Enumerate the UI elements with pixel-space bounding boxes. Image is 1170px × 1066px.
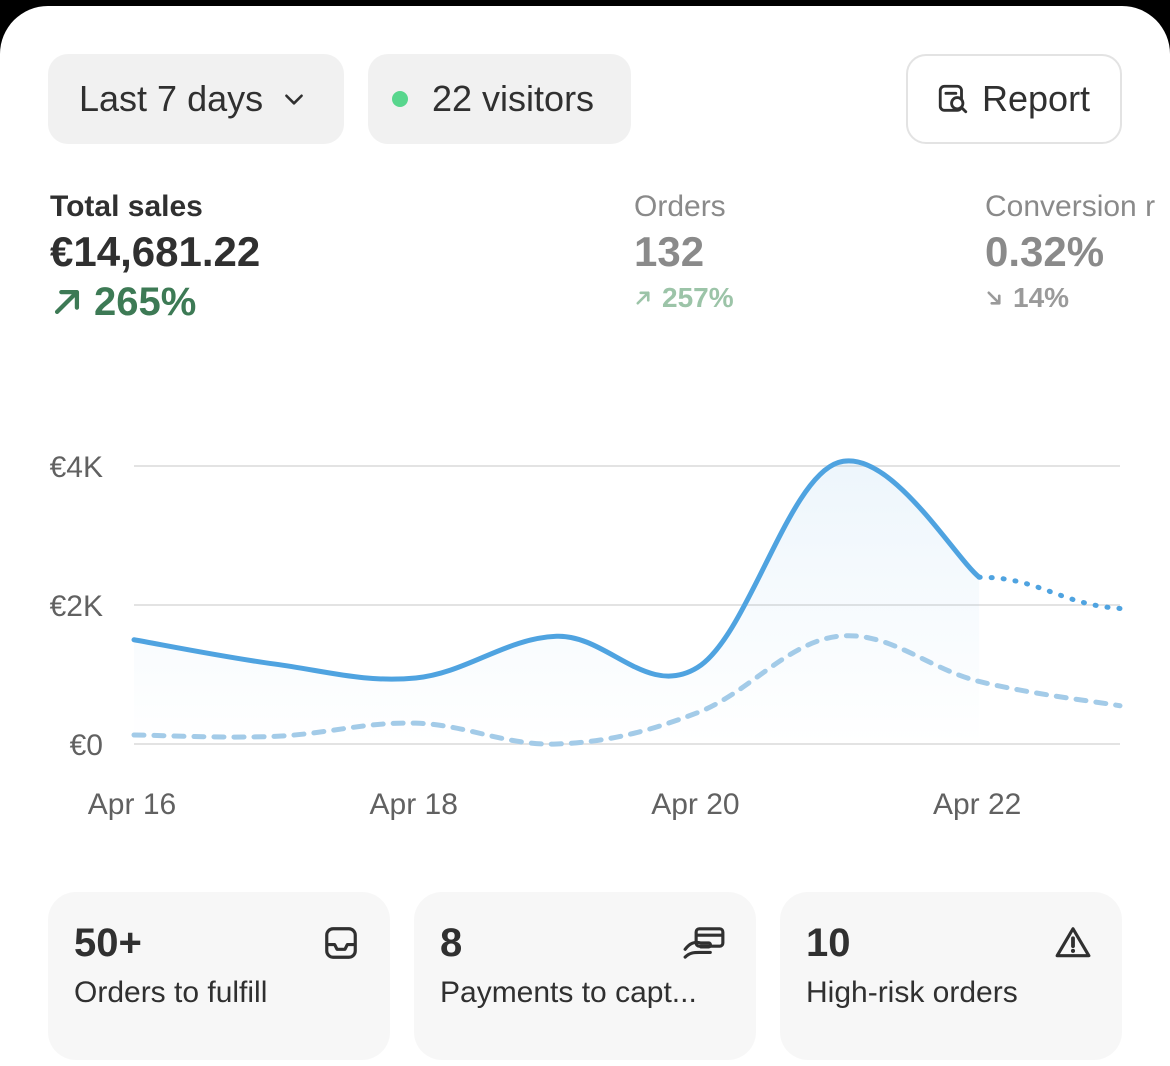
x-tick-label: Apr 16 <box>88 788 176 821</box>
tile-count: 8 <box>440 921 463 965</box>
date-range-selector[interactable]: Last 7 days <box>48 54 344 144</box>
metric-value: 0.32% <box>985 228 1105 275</box>
y-tick-label: €0 <box>70 729 103 762</box>
orders-to-fulfill-tile[interactable]: 50+ Orders to fulfill <box>48 892 390 1060</box>
live-visitors-button[interactable]: 22 visitors <box>368 54 631 144</box>
metric-value: 132 <box>634 228 705 275</box>
report-search-icon <box>938 84 968 114</box>
metric-change: 265% <box>50 278 260 326</box>
metric-orders[interactable]: Orders 132 257% <box>634 188 734 318</box>
arrow-down-right-icon <box>987 291 1001 305</box>
tile-label: Orders to fulfill <box>74 976 268 1009</box>
primary-series-line <box>131 458 982 682</box>
inbox-icon <box>325 927 357 959</box>
y-tick-label: €2K <box>50 590 103 623</box>
x-tick-label: Apr 20 <box>651 788 739 821</box>
tile-count: 50+ <box>74 921 142 965</box>
comparison-series-line <box>131 633 1123 747</box>
metric-change-value: 265% <box>94 279 197 324</box>
payments-to-capture-tile[interactable]: 8 Payments to capt... <box>414 892 756 1060</box>
metric-label: Orders <box>634 190 726 223</box>
alert-triangle-icon <box>1055 927 1091 958</box>
metric-conversion-rate[interactable]: Conversion r 0.32% 14% <box>985 188 1155 318</box>
y-tick-label: €4K <box>50 451 103 484</box>
high-risk-orders-tile[interactable]: 10 High-risk orders <box>780 892 1122 1060</box>
primary-series-area <box>134 460 980 744</box>
metric-label: Conversion r <box>985 190 1156 223</box>
metric-change: 257% <box>634 278 734 318</box>
report-label: Report <box>982 78 1091 119</box>
arrow-up-right-icon <box>54 289 80 315</box>
report-button[interactable]: Report <box>906 54 1122 144</box>
metric-change-value: 257% <box>662 282 734 313</box>
sales-line-chart[interactable]: €0 €2K €4K Apr 16 Apr 18 Apr 20 Apr 22 <box>0 436 1170 836</box>
metric-change-value: 14% <box>1013 282 1070 313</box>
x-tick-label: Apr 18 <box>370 788 458 821</box>
date-range-label: Last 7 days <box>79 78 264 119</box>
live-dot-icon <box>392 91 408 107</box>
tile-label: High-risk orders <box>806 976 1018 1009</box>
primary-series-forecast-line <box>976 574 1123 611</box>
tile-count: 10 <box>806 921 851 965</box>
x-tick-label: Apr 22 <box>933 788 1021 821</box>
metric-total-sales[interactable]: Total sales €14,681.22 265% <box>50 188 260 326</box>
dashboard-card: Last 7 days 22 visitors Report Total sal… <box>0 6 1170 1066</box>
metric-change: 14% <box>985 278 1155 318</box>
tile-label: Payments to capt... <box>440 976 697 1009</box>
metric-label: Total sales <box>50 190 203 223</box>
hand-card-icon <box>683 927 725 959</box>
metric-value: €14,681.22 <box>50 228 261 275</box>
arrow-up-right-icon <box>636 291 650 305</box>
visitors-label: 22 visitors <box>432 78 595 119</box>
chevron-down-icon <box>285 94 304 105</box>
